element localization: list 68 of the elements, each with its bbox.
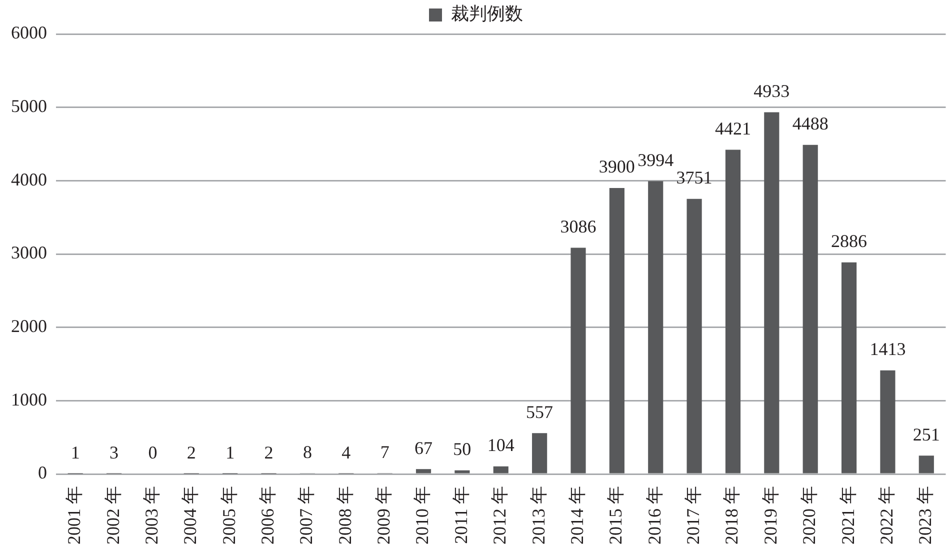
- data-label: 2886: [831, 231, 868, 252]
- y-tick-label: 1000: [11, 389, 47, 410]
- x-tick-label: 2002 年: [102, 486, 123, 544]
- x-tick-label: 2001 年: [64, 486, 84, 544]
- x-tick-label: 2015 年: [606, 486, 626, 544]
- data-label: 557: [526, 402, 554, 422]
- data-label: 251: [912, 424, 940, 444]
- bar: [686, 198, 702, 474]
- y-tick-label: 4000: [11, 169, 47, 190]
- bar: [454, 470, 470, 474]
- x-tick-label: 2020 年: [799, 486, 820, 544]
- data-label: 3: [110, 442, 119, 463]
- y-tick-label: 6000: [11, 22, 47, 43]
- bar: [764, 112, 780, 474]
- x-tick-label: 2004 年: [180, 486, 200, 544]
- data-label: 104: [487, 435, 514, 456]
- x-tick-label: 2007 年: [296, 486, 316, 544]
- y-tick-label: 5000: [11, 96, 47, 116]
- bar: [648, 181, 664, 474]
- data-label: 3994: [638, 150, 674, 170]
- x-tick-label: 2012 年: [490, 486, 510, 544]
- x-tick-label: 2022 年: [876, 486, 896, 544]
- y-tick-label: 2000: [11, 316, 47, 336]
- data-label: 4421: [714, 118, 751, 139]
- data-label: 3751: [676, 168, 712, 188]
- data-label: 2: [264, 442, 274, 463]
- bar: [570, 248, 586, 474]
- x-tick-label: 2009 年: [374, 486, 394, 544]
- bar: [725, 150, 741, 474]
- bar: [880, 370, 896, 474]
- data-label: 4933: [754, 80, 790, 101]
- data-label: 1: [226, 442, 235, 463]
- x-tick-label: 2010 年: [412, 486, 432, 544]
- x-tick-label: 2008 年: [334, 486, 355, 544]
- x-tick-label: 2023 年: [915, 486, 936, 544]
- x-tick-label: 2018 年: [722, 486, 742, 544]
- data-label: 1: [70, 442, 80, 463]
- bar: [416, 469, 432, 474]
- bar: [532, 433, 548, 474]
- x-tick-label: 2021 年: [838, 486, 858, 544]
- bar: [493, 466, 508, 474]
- data-label: 1413: [870, 339, 906, 360]
- bar: [918, 456, 934, 474]
- data-label: 4488: [792, 114, 828, 134]
- x-tick-label: 2006 年: [258, 486, 278, 544]
- x-tick-label: 2011 年: [450, 486, 471, 544]
- data-label: 50: [453, 439, 472, 460]
- data-label: 8: [302, 442, 312, 462]
- x-tick-label: 2019 年: [760, 486, 780, 544]
- data-label: 4: [342, 442, 351, 462]
- data-label: 0: [148, 442, 158, 463]
- y-tick-label: 3000: [11, 242, 47, 263]
- x-tick-label: 2017 年: [683, 486, 704, 544]
- data-label: 3900: [598, 156, 635, 177]
- data-label: 3086: [560, 216, 596, 236]
- x-tick-label: 2005 年: [218, 486, 239, 544]
- x-tick-label: 2003 年: [141, 486, 162, 544]
- data-label: 67: [414, 438, 432, 458]
- x-tick-label: 2014 年: [566, 486, 587, 544]
- data-label: 7: [380, 442, 390, 462]
- x-tick-label: 2016 年: [644, 486, 664, 544]
- bar: [802, 144, 818, 474]
- x-tick-label: 2013 年: [528, 486, 548, 544]
- bar: [609, 188, 624, 474]
- data-label: 2: [186, 442, 196, 463]
- legend-label: 裁判例数: [451, 4, 523, 24]
- bar: [841, 262, 857, 474]
- y-tick-label: 0: [38, 462, 47, 483]
